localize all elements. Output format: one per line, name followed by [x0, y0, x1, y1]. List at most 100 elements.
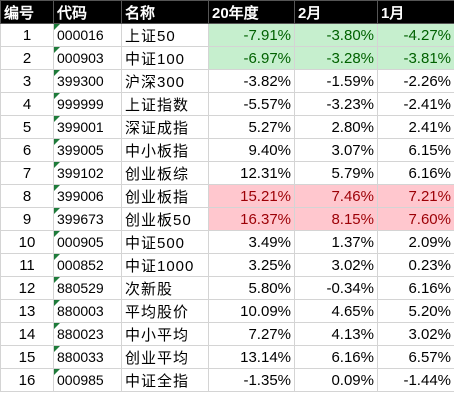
cell-jan[interactable]: -3.81% [377, 46, 454, 70]
cell-jan[interactable]: 6.16% [377, 276, 454, 300]
cell-2020[interactable]: 5.27% [208, 115, 295, 139]
cell-feb[interactable]: 2.80% [294, 115, 378, 139]
cell-index[interactable]: 15 [0, 345, 54, 369]
cell-2020[interactable]: 5.80% [208, 276, 295, 300]
cell-name[interactable]: 上证50 [121, 23, 209, 47]
cell-index[interactable]: 16 [0, 368, 54, 392]
cell-code[interactable]: 399006 [53, 184, 122, 208]
cell-index[interactable]: 5 [0, 115, 54, 139]
cell-index[interactable]: 1 [0, 23, 54, 47]
cell-2020[interactable]: -6.97% [208, 46, 295, 70]
cell-name[interactable]: 中小平均 [121, 322, 209, 346]
cell-2020[interactable]: 3.49% [208, 230, 295, 254]
cell-feb[interactable]: 3.02% [294, 253, 378, 277]
cell-feb[interactable]: 0.09% [294, 368, 378, 392]
cell-2020[interactable]: -3.82% [208, 69, 295, 93]
cell-index[interactable]: 6 [0, 138, 54, 162]
cell-jan[interactable]: -2.41% [377, 92, 454, 116]
cell-name[interactable]: 创业板50 [121, 207, 209, 231]
cell-feb[interactable]: -1.59% [294, 69, 378, 93]
cell-2020[interactable]: 10.09% [208, 299, 295, 323]
cell-2020[interactable]: -5.57% [208, 92, 295, 116]
cell-feb[interactable]: 4.13% [294, 322, 378, 346]
cell-name[interactable]: 上证指数 [121, 92, 209, 116]
cell-feb[interactable]: -3.80% [294, 23, 378, 47]
cell-code[interactable]: 399005 [53, 138, 122, 162]
cell-jan[interactable]: 2.09% [377, 230, 454, 254]
cell-index[interactable]: 4 [0, 92, 54, 116]
cell-2020[interactable]: 3.25% [208, 253, 295, 277]
cell-name[interactable]: 次新股 [121, 276, 209, 300]
cell-feb[interactable]: 8.15% [294, 207, 378, 231]
cell-jan[interactable]: -2.26% [377, 69, 454, 93]
cell-name[interactable]: 中证1000 [121, 253, 209, 277]
cell-feb[interactable]: -3.28% [294, 46, 378, 70]
cell-code[interactable]: 880003 [53, 299, 122, 323]
cell-2020[interactable]: 16.37% [208, 207, 295, 231]
cell-jan[interactable]: 7.60% [377, 207, 454, 231]
cell-2020[interactable]: 13.14% [208, 345, 295, 369]
cell-2020[interactable]: 9.40% [208, 138, 295, 162]
cell-index[interactable]: 12 [0, 276, 54, 300]
cell-name[interactable]: 中证100 [121, 46, 209, 70]
cell-code[interactable]: 999999 [53, 92, 122, 116]
cell-name[interactable]: 沪深300 [121, 69, 209, 93]
cell-index[interactable]: 14 [0, 322, 54, 346]
cell-2020[interactable]: 12.31% [208, 161, 295, 185]
cell-index[interactable]: 10 [0, 230, 54, 254]
cell-code[interactable]: 000016 [53, 23, 122, 47]
cell-jan[interactable]: 6.15% [377, 138, 454, 162]
cell-2020[interactable]: -7.91% [208, 23, 295, 47]
cell-jan[interactable]: -4.27% [377, 23, 454, 47]
cell-feb[interactable]: -0.34% [294, 276, 378, 300]
cell-name[interactable]: 中小板指 [121, 138, 209, 162]
cell-2020[interactable]: 7.27% [208, 322, 295, 346]
cell-code[interactable]: 880529 [53, 276, 122, 300]
cell-jan[interactable]: 0.23% [377, 253, 454, 277]
cell-code[interactable]: 399001 [53, 115, 122, 139]
cell-jan[interactable]: 7.21% [377, 184, 454, 208]
cell-jan[interactable]: 5.20% [377, 299, 454, 323]
cell-jan[interactable]: -1.44% [377, 368, 454, 392]
cell-index[interactable]: 3 [0, 69, 54, 93]
cell-jan[interactable]: 6.16% [377, 161, 454, 185]
cell-index[interactable]: 2 [0, 46, 54, 70]
header-cell-2020[interactable]: 20年度 [208, 0, 295, 24]
cell-feb[interactable]: 4.65% [294, 299, 378, 323]
cell-code[interactable]: 399102 [53, 161, 122, 185]
cell-feb[interactable]: 1.37% [294, 230, 378, 254]
cell-code[interactable]: 000985 [53, 368, 122, 392]
header-cell-code[interactable]: 代码 [53, 0, 122, 24]
header-cell-index[interactable]: 编号 [0, 0, 54, 24]
cell-name[interactable]: 创业板指 [121, 184, 209, 208]
cell-feb[interactable]: 3.07% [294, 138, 378, 162]
cell-feb[interactable]: 6.16% [294, 345, 378, 369]
cell-name[interactable]: 深证成指 [121, 115, 209, 139]
cell-feb[interactable]: -3.23% [294, 92, 378, 116]
cell-jan[interactable]: 6.57% [377, 345, 454, 369]
cell-name[interactable]: 创业板综 [121, 161, 209, 185]
cell-name[interactable]: 创业平均 [121, 345, 209, 369]
cell-2020[interactable]: 15.21% [208, 184, 295, 208]
cell-index[interactable]: 9 [0, 207, 54, 231]
cell-name[interactable]: 中证全指 [121, 368, 209, 392]
cell-code[interactable]: 399673 [53, 207, 122, 231]
cell-name[interactable]: 中证500 [121, 230, 209, 254]
cell-feb[interactable]: 5.79% [294, 161, 378, 185]
header-cell-name[interactable]: 名称 [121, 0, 209, 24]
cell-code[interactable]: 880023 [53, 322, 122, 346]
cell-name[interactable]: 平均股价 [121, 299, 209, 323]
header-cell-jan[interactable]: 1月 [377, 0, 454, 24]
cell-code[interactable]: 880033 [53, 345, 122, 369]
cell-index[interactable]: 7 [0, 161, 54, 185]
cell-jan[interactable]: 2.41% [377, 115, 454, 139]
cell-code[interactable]: 000852 [53, 253, 122, 277]
cell-jan[interactable]: 3.02% [377, 322, 454, 346]
cell-code[interactable]: 399300 [53, 69, 122, 93]
cell-index[interactable]: 11 [0, 253, 54, 277]
cell-code[interactable]: 000905 [53, 230, 122, 254]
cell-code[interactable]: 000903 [53, 46, 122, 70]
cell-feb[interactable]: 7.46% [294, 184, 378, 208]
header-cell-feb[interactable]: 2月 [294, 0, 378, 24]
cell-index[interactable]: 13 [0, 299, 54, 323]
